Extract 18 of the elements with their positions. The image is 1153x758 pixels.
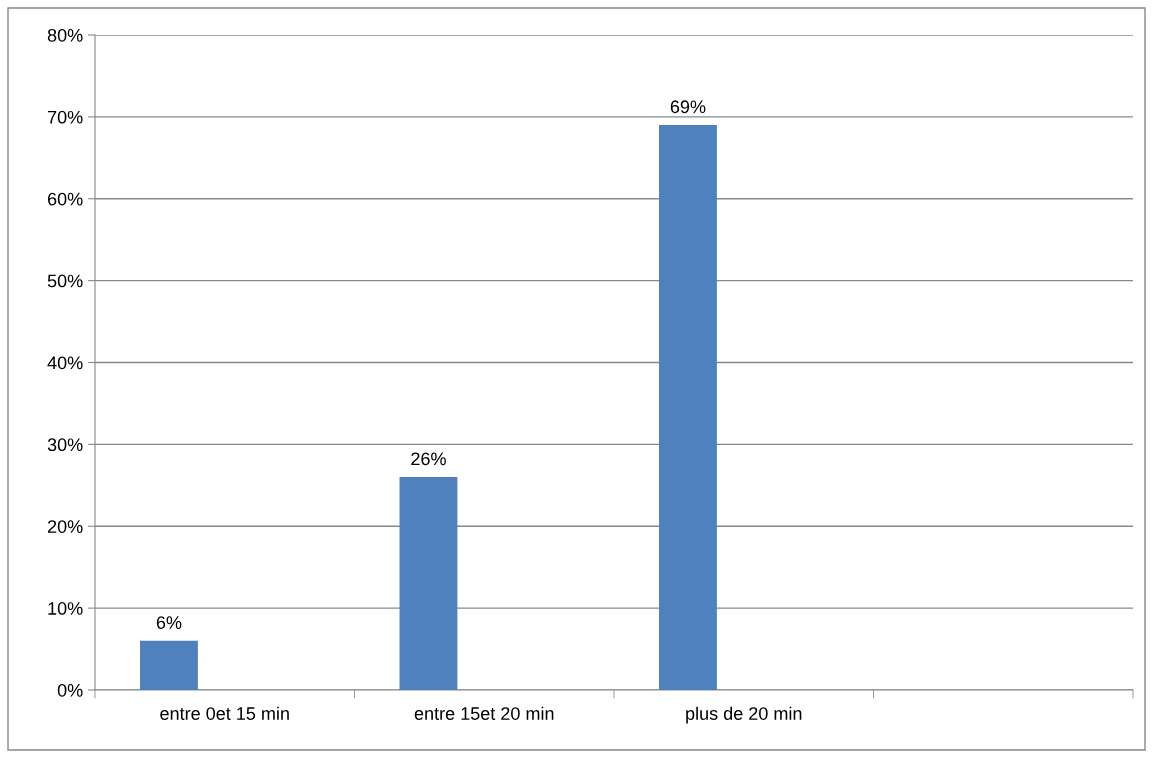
y-tick-label: 40% bbox=[47, 356, 83, 370]
data-label: 26% bbox=[411, 452, 446, 466]
bar bbox=[659, 125, 717, 690]
x-tick-label: entre 0et 15 min bbox=[160, 706, 289, 720]
bar bbox=[140, 640, 198, 690]
y-tick-label: 70% bbox=[47, 110, 83, 124]
y-tick-label: 80% bbox=[47, 28, 83, 42]
bar bbox=[399, 477, 458, 690]
data-label: 69% bbox=[670, 100, 706, 114]
y-tick-label: 0% bbox=[57, 683, 83, 697]
y-tick-label: 20% bbox=[47, 520, 83, 533]
y-tick-label: 50% bbox=[47, 274, 83, 288]
y-tick-label: 30% bbox=[47, 438, 83, 452]
data-label: 6% bbox=[156, 616, 182, 629]
y-tick-label: 10% bbox=[48, 602, 83, 615]
x-tick-label: entre 15et 20 min bbox=[414, 706, 554, 720]
y-tick-label: 60% bbox=[47, 192, 83, 206]
x-tick-label: plus de 20 min bbox=[686, 706, 802, 724]
